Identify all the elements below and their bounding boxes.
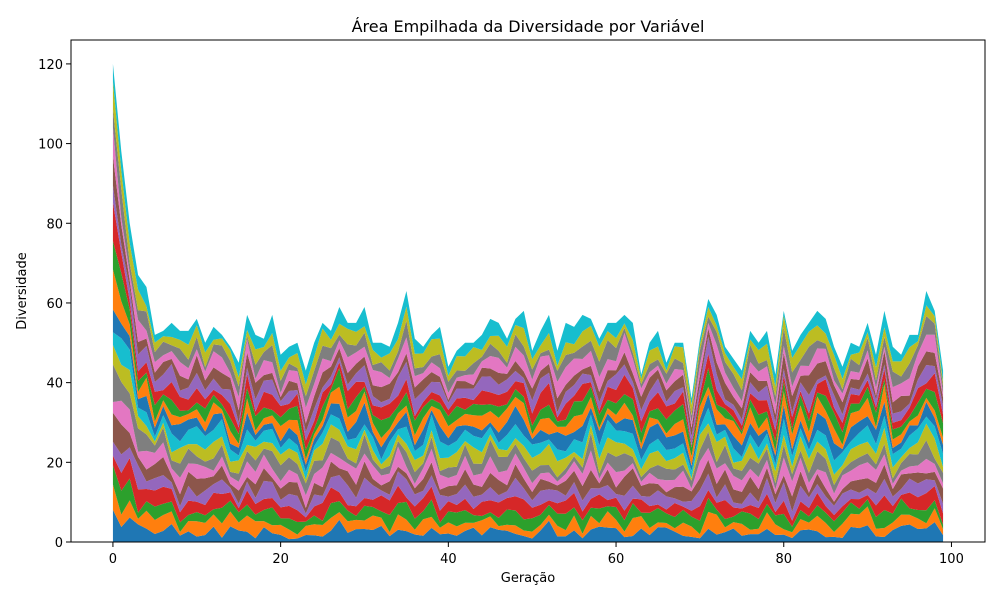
area-layer-6: [112, 412, 944, 514]
area-layer-11: [112, 309, 944, 472]
area-layer-8: [112, 364, 944, 496]
x-axis-label: Geração: [501, 571, 555, 586]
x-tick-label: 40: [440, 552, 457, 567]
x-tick-label: 80: [775, 552, 792, 567]
area-layer-13: [112, 240, 944, 460]
area-layer-4: [112, 455, 944, 527]
area-layer-12: [112, 269, 944, 466]
y-tick-label: 20: [46, 456, 63, 471]
area-layer-1: [112, 509, 944, 542]
area-layer-16: [112, 156, 944, 437]
area-layer-19: [112, 81, 944, 416]
area-layer-7: [112, 400, 944, 509]
area-layer-20: [112, 63, 944, 406]
y-tick-label: 100: [38, 138, 63, 153]
area-series-group: [112, 63, 944, 542]
area-layer-18: [112, 108, 944, 423]
area-layer-14: [112, 202, 944, 450]
x-axis: 0 20 40 60 80 100: [109, 542, 964, 567]
y-tick-label: 0: [55, 536, 63, 551]
area-layer-15: [112, 185, 944, 446]
x-tick-label: 60: [608, 552, 625, 567]
x-tick-label: 0: [109, 552, 117, 567]
y-axis-label: Diversidade: [15, 252, 30, 330]
y-tick-label: 80: [46, 217, 63, 232]
y-tick-label: 40: [46, 377, 63, 392]
area-layer-10: [112, 332, 944, 480]
y-tick-label: 120: [38, 58, 63, 73]
area-layer-17: [112, 127, 944, 428]
area-layer-2: [112, 484, 944, 540]
y-tick-label: 60: [46, 297, 63, 312]
y-axis: 0 20 40 60 80 100 120: [38, 58, 71, 551]
area-layer-9: [112, 344, 944, 485]
area-layer-5: [112, 441, 944, 521]
x-tick-label: 100: [939, 552, 964, 567]
area-layer-3: [112, 465, 944, 535]
x-tick-label: 20: [272, 552, 289, 567]
chart-title: Área Empilhada da Diversidade por Variáv…: [352, 17, 705, 36]
plot-frame: [70, 39, 986, 543]
